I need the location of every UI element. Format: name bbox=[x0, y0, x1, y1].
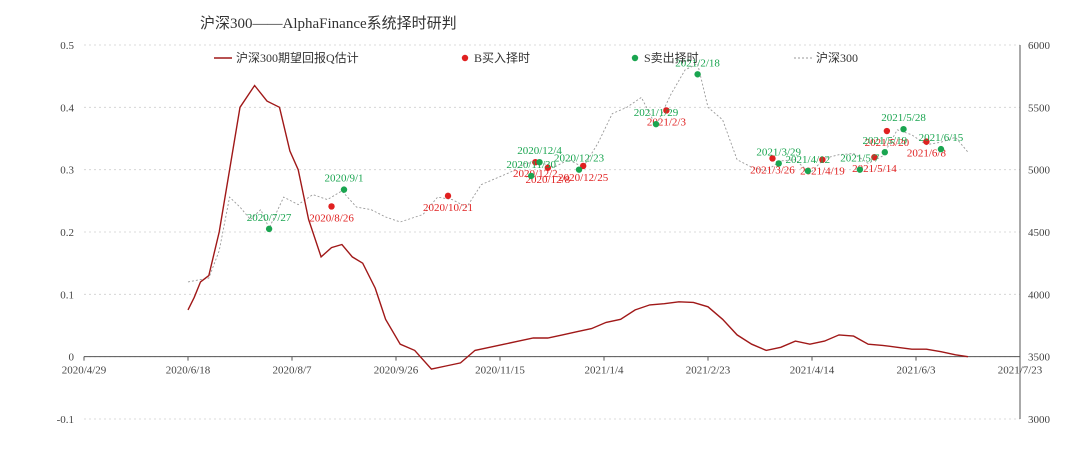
sell-signal-dot bbox=[265, 225, 273, 233]
y-right-tick-label: 4500 bbox=[1028, 227, 1051, 239]
y-left-tick-label: 0.3 bbox=[60, 165, 74, 177]
sell-signal-label: 2021/1/29 bbox=[634, 107, 679, 119]
y-right-tick-label: 3000 bbox=[1028, 414, 1051, 426]
sell-signal-label: 2021/6/15 bbox=[919, 132, 964, 144]
sell-signal-label: 2020/12/23 bbox=[554, 153, 605, 165]
sell-signal-label: 2021/5/19 bbox=[862, 135, 907, 147]
buy-signal-label: 2021/6/8 bbox=[907, 148, 947, 160]
buy-signal-label: 2021/5/20 bbox=[865, 137, 910, 149]
sell-signal-label: 2021/2/18 bbox=[675, 57, 720, 69]
sell-signal-dot bbox=[575, 166, 583, 173]
buy-signal-dot bbox=[769, 155, 776, 162]
sell-signal-dot bbox=[937, 145, 945, 153]
sell-signal-label: 2021/5/7 bbox=[840, 153, 880, 165]
sell-signal-dot bbox=[694, 71, 701, 78]
x-tick-label: 2021/4/14 bbox=[790, 365, 835, 377]
series-q-group bbox=[187, 84, 969, 370]
sell-signal-dot bbox=[881, 149, 888, 156]
buy-signal-dot bbox=[923, 138, 930, 145]
axes: -0.1 0 0.1 0.2 0.3 0.4 0.5 3000 3500 4000 4500 5000… bbox=[57, 40, 1051, 426]
series-index-group bbox=[187, 63, 969, 283]
buy-signal-dot bbox=[328, 203, 335, 210]
sell-signal-dot bbox=[804, 167, 812, 175]
buy-signal-label: 2020/12/8 bbox=[526, 174, 571, 186]
series-line-hs300 bbox=[187, 63, 969, 283]
y-right-tick-label: 5000 bbox=[1028, 165, 1051, 177]
buy-signal-dot bbox=[663, 107, 670, 114]
buy-signal-label: 2021/5/14 bbox=[852, 163, 897, 175]
buy-signal-dot bbox=[544, 164, 552, 171]
signals-group: 2020/8/262020/10/212020/12/22020/12/8202… bbox=[247, 57, 964, 233]
sell-signal-label: 2020/12/4 bbox=[517, 145, 562, 157]
buy-signal-dot bbox=[871, 154, 878, 161]
legend-label: 沪深300期望回报Q估计 bbox=[236, 50, 359, 65]
buy-signal-dot bbox=[819, 156, 826, 163]
legend-swatch-dot bbox=[631, 54, 639, 62]
x-tick-label: 2020/4/29 bbox=[62, 365, 107, 377]
y-left-tick-label: 0.4 bbox=[60, 102, 74, 114]
x-tick-label: 2021/1/4 bbox=[584, 365, 624, 377]
sell-signal-dot bbox=[340, 186, 348, 193]
y-left-tick-label: 0 bbox=[69, 352, 75, 364]
y-left-tick-label: 0.1 bbox=[60, 289, 74, 301]
buy-signal-dot bbox=[580, 162, 587, 170]
legend-label: S卖出择时 bbox=[644, 51, 699, 65]
sell-signal-dot bbox=[900, 125, 907, 133]
buy-signal-label: 2020/12/25 bbox=[558, 172, 609, 184]
sell-signal-dot bbox=[775, 160, 782, 167]
sell-signal-label: 2020/11/30 bbox=[506, 159, 556, 171]
sell-signal-dot bbox=[652, 120, 660, 128]
buy-signal-label: 2021/3/26 bbox=[750, 164, 795, 176]
legend-label: B买入择时 bbox=[474, 51, 530, 65]
grid-lines bbox=[84, 44, 1020, 420]
sell-signal-label: 2021/4/12 bbox=[786, 154, 831, 166]
buy-signal-label: 2020/10/21 bbox=[423, 202, 473, 214]
x-tick-label: 2020/6/18 bbox=[166, 365, 211, 377]
sell-signal-label: 2020/7/27 bbox=[247, 212, 292, 224]
sell-signal-dot bbox=[536, 158, 543, 166]
y-right-tick-label: 5500 bbox=[1028, 102, 1051, 114]
y-left-tick-label: 0.2 bbox=[60, 227, 74, 239]
y-left-tick-label: -0.1 bbox=[57, 414, 74, 426]
sell-signal-dot bbox=[528, 172, 535, 180]
sell-signal-label: 2021/5/28 bbox=[881, 112, 926, 124]
sell-signal-label: 2020/9/1 bbox=[324, 173, 363, 185]
x-tick-label: 2020/8/7 bbox=[272, 365, 312, 377]
y-left-tick-label: 0.5 bbox=[60, 40, 74, 52]
x-tick-label: 2021/7/23 bbox=[998, 365, 1043, 377]
y-right-tick-label: 3500 bbox=[1028, 352, 1051, 364]
legend: 沪深300期望回报Q估计 B买入择时 S卖出择时 沪深300 bbox=[214, 50, 858, 65]
buy-signal-dot bbox=[883, 127, 891, 135]
chart-title: 沪深300——AlphaFinance系统择时研判 bbox=[200, 16, 457, 32]
buy-signal-label: 2020/8/26 bbox=[309, 212, 354, 224]
y-right-tick-label: 4000 bbox=[1028, 289, 1051, 301]
legend-label: 沪深300 bbox=[816, 51, 858, 65]
x-tick-label: 2021/2/23 bbox=[686, 365, 731, 377]
x-tick-label: 2020/9/26 bbox=[374, 365, 419, 377]
buy-signal-label: 2020/12/2 bbox=[513, 168, 558, 180]
legend-swatch-dot bbox=[461, 54, 469, 62]
x-tick-label: 2021/6/3 bbox=[896, 365, 936, 377]
series-line-q-estimate bbox=[187, 84, 969, 370]
buy-signal-label: 2021/4/19 bbox=[800, 166, 845, 178]
buy-signal-dot bbox=[444, 192, 452, 200]
x-tick-label: 2020/11/15 bbox=[475, 365, 525, 377]
y-right-tick-label: 6000 bbox=[1028, 40, 1051, 52]
sell-signal-label: 2021/3/29 bbox=[756, 146, 801, 158]
sell-signal-dot bbox=[856, 166, 864, 173]
